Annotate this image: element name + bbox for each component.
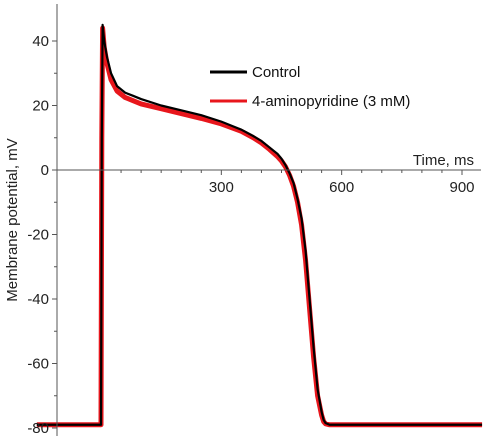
x-axis-label: Time, ms (413, 152, 474, 169)
legend-label-4-aminopyridine: 4-aminopyridine (3 mM) (252, 93, 410, 110)
series-layer (36, 23, 483, 428)
x-tick-label: 300 (209, 179, 234, 196)
x-tick-label: 600 (329, 179, 354, 196)
series-line-control (36, 23, 483, 426)
series-line-4-aminopyridine (36, 25, 483, 428)
y-tick-label: -40 (27, 291, 49, 308)
y-axis-label: Membrane potential, mV (4, 138, 21, 301)
y-tick-label: 0 (41, 162, 49, 179)
y-tick-label: 40 (32, 33, 49, 50)
ticks-layer: 40 20 0 -20 -40 -60 -80 300 600 900 (27, 33, 474, 437)
legend: Control 4-aminopyridine (3 mM) (210, 64, 410, 110)
legend-label-control: Control (252, 64, 300, 81)
y-tick-label: 20 (32, 98, 49, 115)
y-tick-label: -20 (27, 227, 49, 244)
y-tick-label: -80 (27, 420, 49, 437)
x-tick-label: 900 (449, 179, 474, 196)
y-tick-label: -60 (27, 356, 49, 373)
